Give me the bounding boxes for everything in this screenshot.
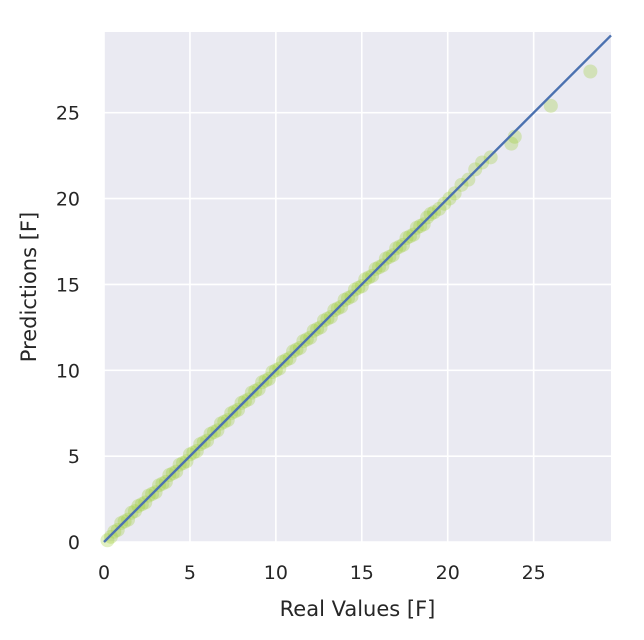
data-point (151, 478, 166, 493)
reference-line-group (103, 34, 612, 543)
data-point (306, 323, 321, 338)
data-point (251, 382, 266, 397)
data-point (365, 268, 380, 283)
data-point (148, 485, 163, 500)
data-point (447, 186, 462, 201)
data-point (389, 241, 404, 256)
y-tick-label: 10 (56, 360, 80, 382)
data-point (162, 468, 177, 483)
data-point (265, 365, 280, 379)
x-tick-label: 0 (98, 562, 110, 584)
data-point (296, 334, 311, 349)
data-point (234, 395, 249, 410)
data-point (231, 402, 246, 417)
data-point (409, 220, 424, 235)
data-point (323, 310, 338, 325)
data-point (138, 495, 153, 510)
data-point (110, 522, 125, 537)
data-point (224, 406, 239, 421)
data-point (114, 516, 129, 531)
data-point (583, 64, 598, 79)
data-point (313, 320, 328, 335)
data-point (442, 191, 457, 206)
data-point (354, 279, 369, 294)
data-point (399, 231, 414, 246)
data-point (316, 313, 331, 328)
data-point (282, 351, 297, 366)
data-point (327, 303, 342, 318)
data-point (347, 282, 362, 297)
data-point (203, 426, 218, 441)
data-point (124, 505, 139, 520)
data-point (169, 464, 184, 479)
x-axis-label: Real Values [F] (280, 597, 436, 621)
data-point (385, 248, 400, 263)
data-point (468, 162, 483, 177)
y-tick-label: 15 (56, 274, 80, 296)
data-point (193, 437, 208, 452)
data-point (406, 227, 421, 242)
data-point (396, 237, 411, 252)
data-point (507, 129, 522, 144)
data-point (461, 172, 476, 187)
data-point (543, 98, 558, 113)
data-point (179, 454, 194, 469)
data-point (475, 155, 490, 170)
x-tick-labels: 0 5 10 15 20 25 (98, 562, 546, 584)
data-point (344, 289, 359, 304)
data-point (483, 150, 498, 165)
data-point (432, 201, 447, 216)
data-point (244, 385, 259, 400)
x-tick-label: 25 (522, 562, 546, 584)
data-point (437, 196, 452, 211)
data-point (275, 354, 290, 369)
data-point (220, 413, 235, 428)
data-point (416, 217, 431, 232)
data-point (103, 529, 118, 544)
reference-line (103, 34, 612, 543)
data-point (272, 361, 287, 376)
data-point (241, 392, 256, 407)
data-point (378, 251, 393, 266)
data-point (141, 488, 156, 503)
data-point (303, 330, 318, 345)
y-tick-labels: 0 5 10 15 20 25 (56, 103, 80, 554)
data-point (420, 210, 435, 225)
x-tick-label: 20 (436, 562, 460, 584)
data-point (286, 344, 301, 359)
data-point (172, 457, 187, 472)
data-point (368, 261, 383, 276)
y-axis-label: Predictions [F] (17, 212, 41, 362)
data-point (158, 474, 173, 489)
data-point (337, 292, 352, 307)
x-tick-label: 10 (264, 562, 288, 584)
data-point (292, 340, 307, 355)
data-point (255, 375, 270, 390)
data-point (121, 512, 136, 527)
data-point (182, 447, 197, 462)
data-point (261, 371, 276, 386)
data-point (210, 423, 225, 438)
x-tick-label: 5 (184, 562, 196, 584)
y-tick-label: 0 (68, 532, 80, 554)
y-tick-label: 20 (56, 189, 80, 211)
data-point (100, 533, 115, 548)
y-tick-label: 5 (68, 446, 80, 468)
data-point (375, 258, 390, 273)
data-point (213, 416, 228, 431)
data-point (334, 299, 349, 314)
x-tick-label: 15 (350, 562, 374, 584)
data-point (200, 433, 215, 448)
data-point (423, 207, 438, 222)
y-tick-label: 25 (56, 103, 80, 125)
data-point (358, 272, 373, 287)
data-point (189, 443, 204, 458)
data-point (131, 498, 146, 513)
